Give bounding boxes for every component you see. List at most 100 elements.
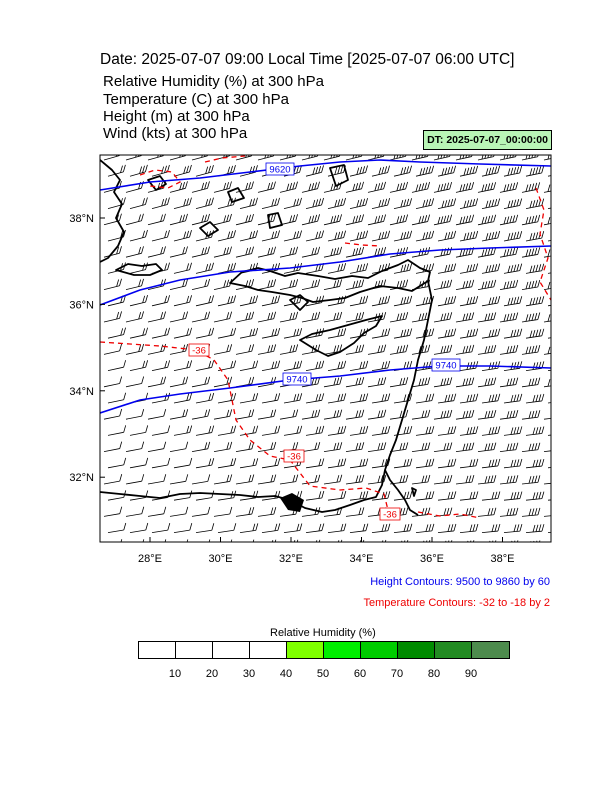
wind-barb — [481, 328, 501, 339]
aegean-island-5 — [329, 164, 349, 187]
wind-barb — [481, 230, 501, 242]
colorbar-tick-label: 40 — [279, 668, 293, 680]
wind-barb — [345, 377, 365, 388]
temperature-contour-nw — [139, 169, 182, 189]
wind-barb — [525, 393, 545, 404]
wind-barb — [147, 474, 167, 485]
wind-barb — [125, 155, 142, 161]
wind-barb — [261, 360, 281, 371]
wind-barb — [147, 155, 165, 161]
wind-barb — [147, 343, 167, 355]
wind-barb — [371, 165, 390, 177]
wind-barb — [345, 214, 365, 226]
wind-barb — [195, 262, 214, 274]
temperature-contour-east — [535, 187, 551, 301]
wind-barb — [499, 312, 519, 323]
wind-barb — [455, 442, 475, 452]
wind-barb — [503, 426, 523, 436]
cyprus-coastline — [299, 315, 383, 357]
wind-barb — [481, 296, 501, 307]
wind-barb — [423, 540, 431, 542]
wind-barb — [217, 458, 237, 469]
wind-barb — [411, 181, 431, 193]
wind-barb — [437, 393, 457, 404]
wind-barb — [279, 181, 298, 193]
wind-barb — [213, 181, 232, 193]
wind-barb — [129, 295, 148, 307]
wind-barb — [261, 230, 280, 242]
wind-barb — [279, 344, 299, 355]
wind-barb — [323, 181, 342, 193]
wind-barb — [337, 539, 343, 542]
wind-barb — [521, 377, 541, 388]
wind-barb — [239, 327, 259, 339]
wind-barb — [301, 376, 321, 388]
wind-barb — [455, 279, 475, 290]
wind-barb — [283, 523, 303, 533]
lat-tick-label: 34°N — [69, 386, 94, 398]
wind-barb — [103, 278, 122, 290]
wind-barb — [455, 377, 475, 388]
colorbar-swatch — [287, 642, 324, 658]
wind-barb — [389, 377, 409, 388]
wind-barb — [147, 441, 167, 452]
wind-barb — [239, 523, 259, 533]
wind-barb — [279, 246, 299, 258]
wind-barb — [195, 457, 215, 469]
wind-barb — [305, 425, 325, 436]
wind-barb — [103, 441, 123, 452]
wind-barb — [151, 457, 171, 469]
wind-barb — [389, 181, 409, 193]
wind-barb — [323, 279, 343, 290]
wind-barb — [169, 181, 188, 193]
wind-barb — [433, 344, 453, 355]
wind-barb — [499, 155, 517, 161]
wind-barb — [393, 426, 413, 436]
wind-barb — [349, 491, 369, 501]
wind-barb — [173, 425, 193, 436]
turkey-coastline — [229, 259, 431, 303]
wind-barb — [349, 295, 369, 307]
wind-barb — [521, 312, 541, 323]
wind-barb — [349, 263, 369, 274]
wind-barb — [389, 246, 409, 258]
wind-barb — [503, 524, 523, 533]
wind-barb — [235, 155, 253, 161]
wind-barb — [305, 230, 325, 242]
wind-barb — [195, 295, 215, 307]
wind-barb — [217, 392, 237, 404]
wind-barb — [129, 197, 148, 209]
wind-barb — [217, 197, 236, 209]
wind-barb — [345, 442, 365, 452]
wind-barb — [499, 442, 519, 452]
wind-barb — [103, 311, 122, 323]
wind-barb — [173, 197, 192, 209]
wind-barb — [169, 155, 187, 161]
wind-barb — [235, 441, 255, 452]
wind-barb — [360, 539, 365, 542]
wind-barb — [169, 474, 189, 485]
wind-barb — [521, 155, 539, 161]
wind-barb — [345, 474, 365, 485]
wind-barb — [195, 197, 214, 209]
wind-barb — [169, 278, 188, 290]
wind-barb — [301, 409, 321, 420]
wind-barb — [323, 442, 343, 452]
wind-barb — [239, 458, 259, 469]
wind-barb — [279, 311, 299, 323]
wind-barb — [103, 376, 123, 388]
wind-barb — [367, 409, 387, 420]
wind-barb — [415, 230, 435, 242]
wind-barb — [499, 214, 519, 226]
wind-barb — [151, 164, 170, 177]
wind-barb — [521, 279, 541, 290]
wind-barb — [301, 246, 321, 258]
colorbar-swatch — [435, 642, 472, 658]
wind-barb — [235, 311, 255, 323]
wind-barb — [445, 540, 453, 542]
wind-barb — [125, 311, 144, 323]
wind-barb — [499, 507, 519, 517]
wind-barb — [367, 377, 387, 388]
wind-barb — [107, 490, 127, 501]
wind-barb — [103, 408, 123, 420]
